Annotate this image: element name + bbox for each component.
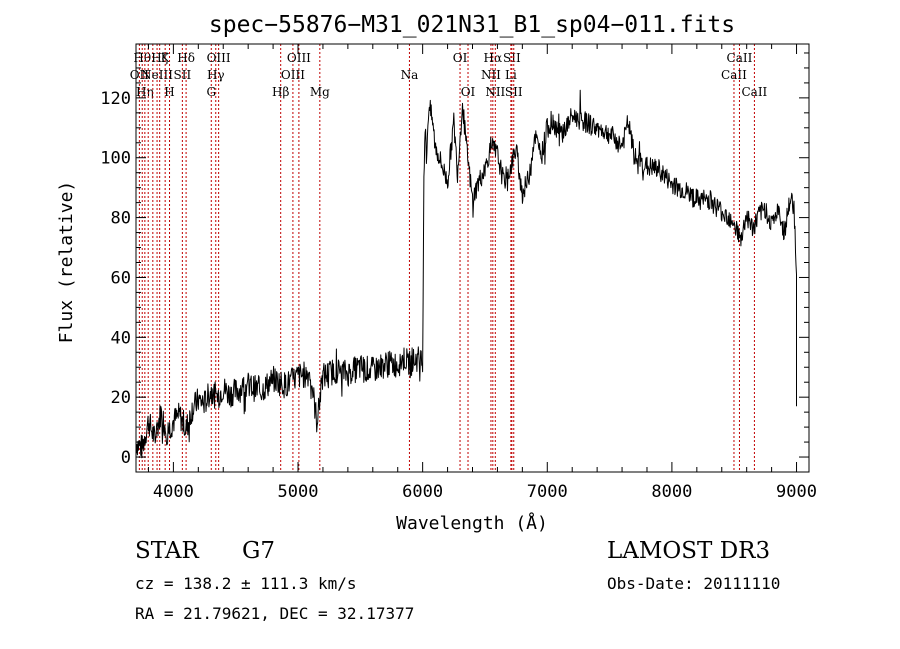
spectral-line-label: OIII [281,68,305,82]
spectral-line-label: OI [453,51,468,65]
spectral-line-label: Hδ [177,51,195,65]
spectral-line-label: CaII [741,85,767,99]
y-tick-label: 40 [111,328,131,348]
x-tick-label: 7000 [527,482,568,502]
spectral-line-label: OIII [287,51,311,65]
spectral-line-label: Li [505,68,517,82]
x-tick-label: 6000 [402,482,443,502]
obs-date: Obs-Date: 20111110 [607,574,781,593]
y-tick-label: 80 [111,209,131,229]
spectrum-series [135,89,797,459]
x-tick-label: 8000 [651,482,692,502]
spectral-line-markers: OIIHθHηNeIIIHζKHSIIHδGHγOIIIHβOIIIOIIIMg… [130,44,768,472]
spectral-line-label: K [161,51,171,65]
spectral-line-label: Mg [310,85,330,99]
spectral-line-label: OI [461,85,476,99]
spectral-line-label: NII [485,85,505,99]
object-subclass: G7 [242,538,276,564]
spectral-line-label: Na [401,68,419,82]
spectral-line-label: OII [130,68,150,82]
redshift-cz: cz = 138.2 ± 111.3 km/s [135,574,357,593]
plot-frame [135,43,810,473]
spectral-line-label: H [164,85,174,99]
spectral-line-label: CaII [721,68,747,82]
object-class: STAR [135,538,199,564]
x-tick-label: 4000 [153,482,194,502]
spectral-line-label: G [206,85,216,99]
x-tick-label: 9000 [776,482,817,502]
y-tick-label: 20 [111,388,131,408]
spectral-line-label: Hθ [133,51,151,65]
y-tick-label: 120 [100,89,131,109]
spectral-line-label: Hζ [151,51,168,65]
spectral-line-label: Hβ [272,85,289,99]
spectral-line-label: OIII [207,51,231,65]
spectral-line-label: Hη [136,85,154,99]
axes: 4000 5000 6000 7000 8000 9000 0 20 40 60 80 100 120 [100,44,817,502]
y-axis-label: Flux (relative) [56,181,77,344]
spectral-line-label: SII [503,51,521,65]
x-axis-label: Wavelength (Å) [396,512,548,534]
chart-title: spec−55876−M31_021N31_B1_sp04−011.fits [209,12,735,38]
spectral-line-label: Hα [484,51,503,65]
survey-name: LAMOST DR3 [607,538,771,564]
spectral-line-label: SII [174,68,192,82]
x-tick-label: 5000 [278,482,319,502]
y-tick-label: 0 [121,448,131,468]
spectrum-line [135,89,797,459]
coordinates: RA = 21.79621, DEC = 32.17377 [135,604,415,623]
spectral-line-label: CaII [727,51,753,65]
spectral-line-label: NII [481,68,501,82]
spectral-line-label: NeIII [141,68,173,82]
spectral-line-label: SII [505,85,523,99]
y-tick-label: 60 [111,268,131,288]
spectral-line-label: Hγ [207,68,225,82]
y-tick-label: 100 [100,149,131,169]
